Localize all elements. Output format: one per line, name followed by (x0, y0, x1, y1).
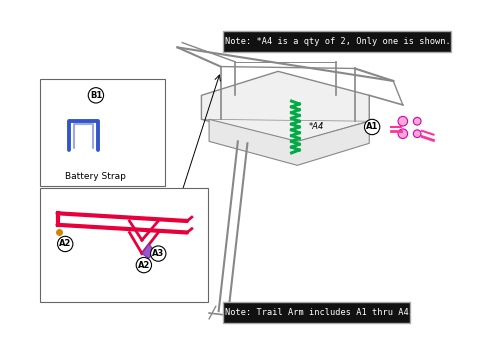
Circle shape (414, 130, 421, 137)
Circle shape (364, 119, 380, 135)
Text: *A4: *A4 (309, 122, 324, 131)
Circle shape (414, 117, 421, 125)
Circle shape (398, 129, 407, 138)
Circle shape (136, 257, 152, 273)
Polygon shape (202, 71, 370, 143)
Text: Note: Trail Arm includes A1 thru A4.: Note: Trail Arm includes A1 thru A4. (226, 307, 414, 316)
Text: A3: A3 (152, 249, 164, 258)
Text: Note: *A4 is a qty of 2, Only one is shown.: Note: *A4 is a qty of 2, Only one is sho… (226, 37, 451, 46)
Circle shape (58, 236, 73, 252)
Circle shape (398, 117, 407, 126)
Text: B1: B1 (90, 91, 102, 100)
FancyBboxPatch shape (222, 31, 451, 52)
FancyBboxPatch shape (40, 188, 208, 302)
FancyBboxPatch shape (40, 79, 165, 186)
Polygon shape (142, 244, 156, 259)
Text: A1: A1 (366, 122, 378, 132)
Text: A2: A2 (59, 239, 72, 248)
Circle shape (150, 246, 166, 261)
Polygon shape (209, 119, 370, 166)
Circle shape (88, 88, 104, 103)
FancyBboxPatch shape (222, 302, 410, 323)
Text: A2: A2 (138, 261, 150, 270)
Text: Battery Strap: Battery Strap (65, 172, 126, 181)
